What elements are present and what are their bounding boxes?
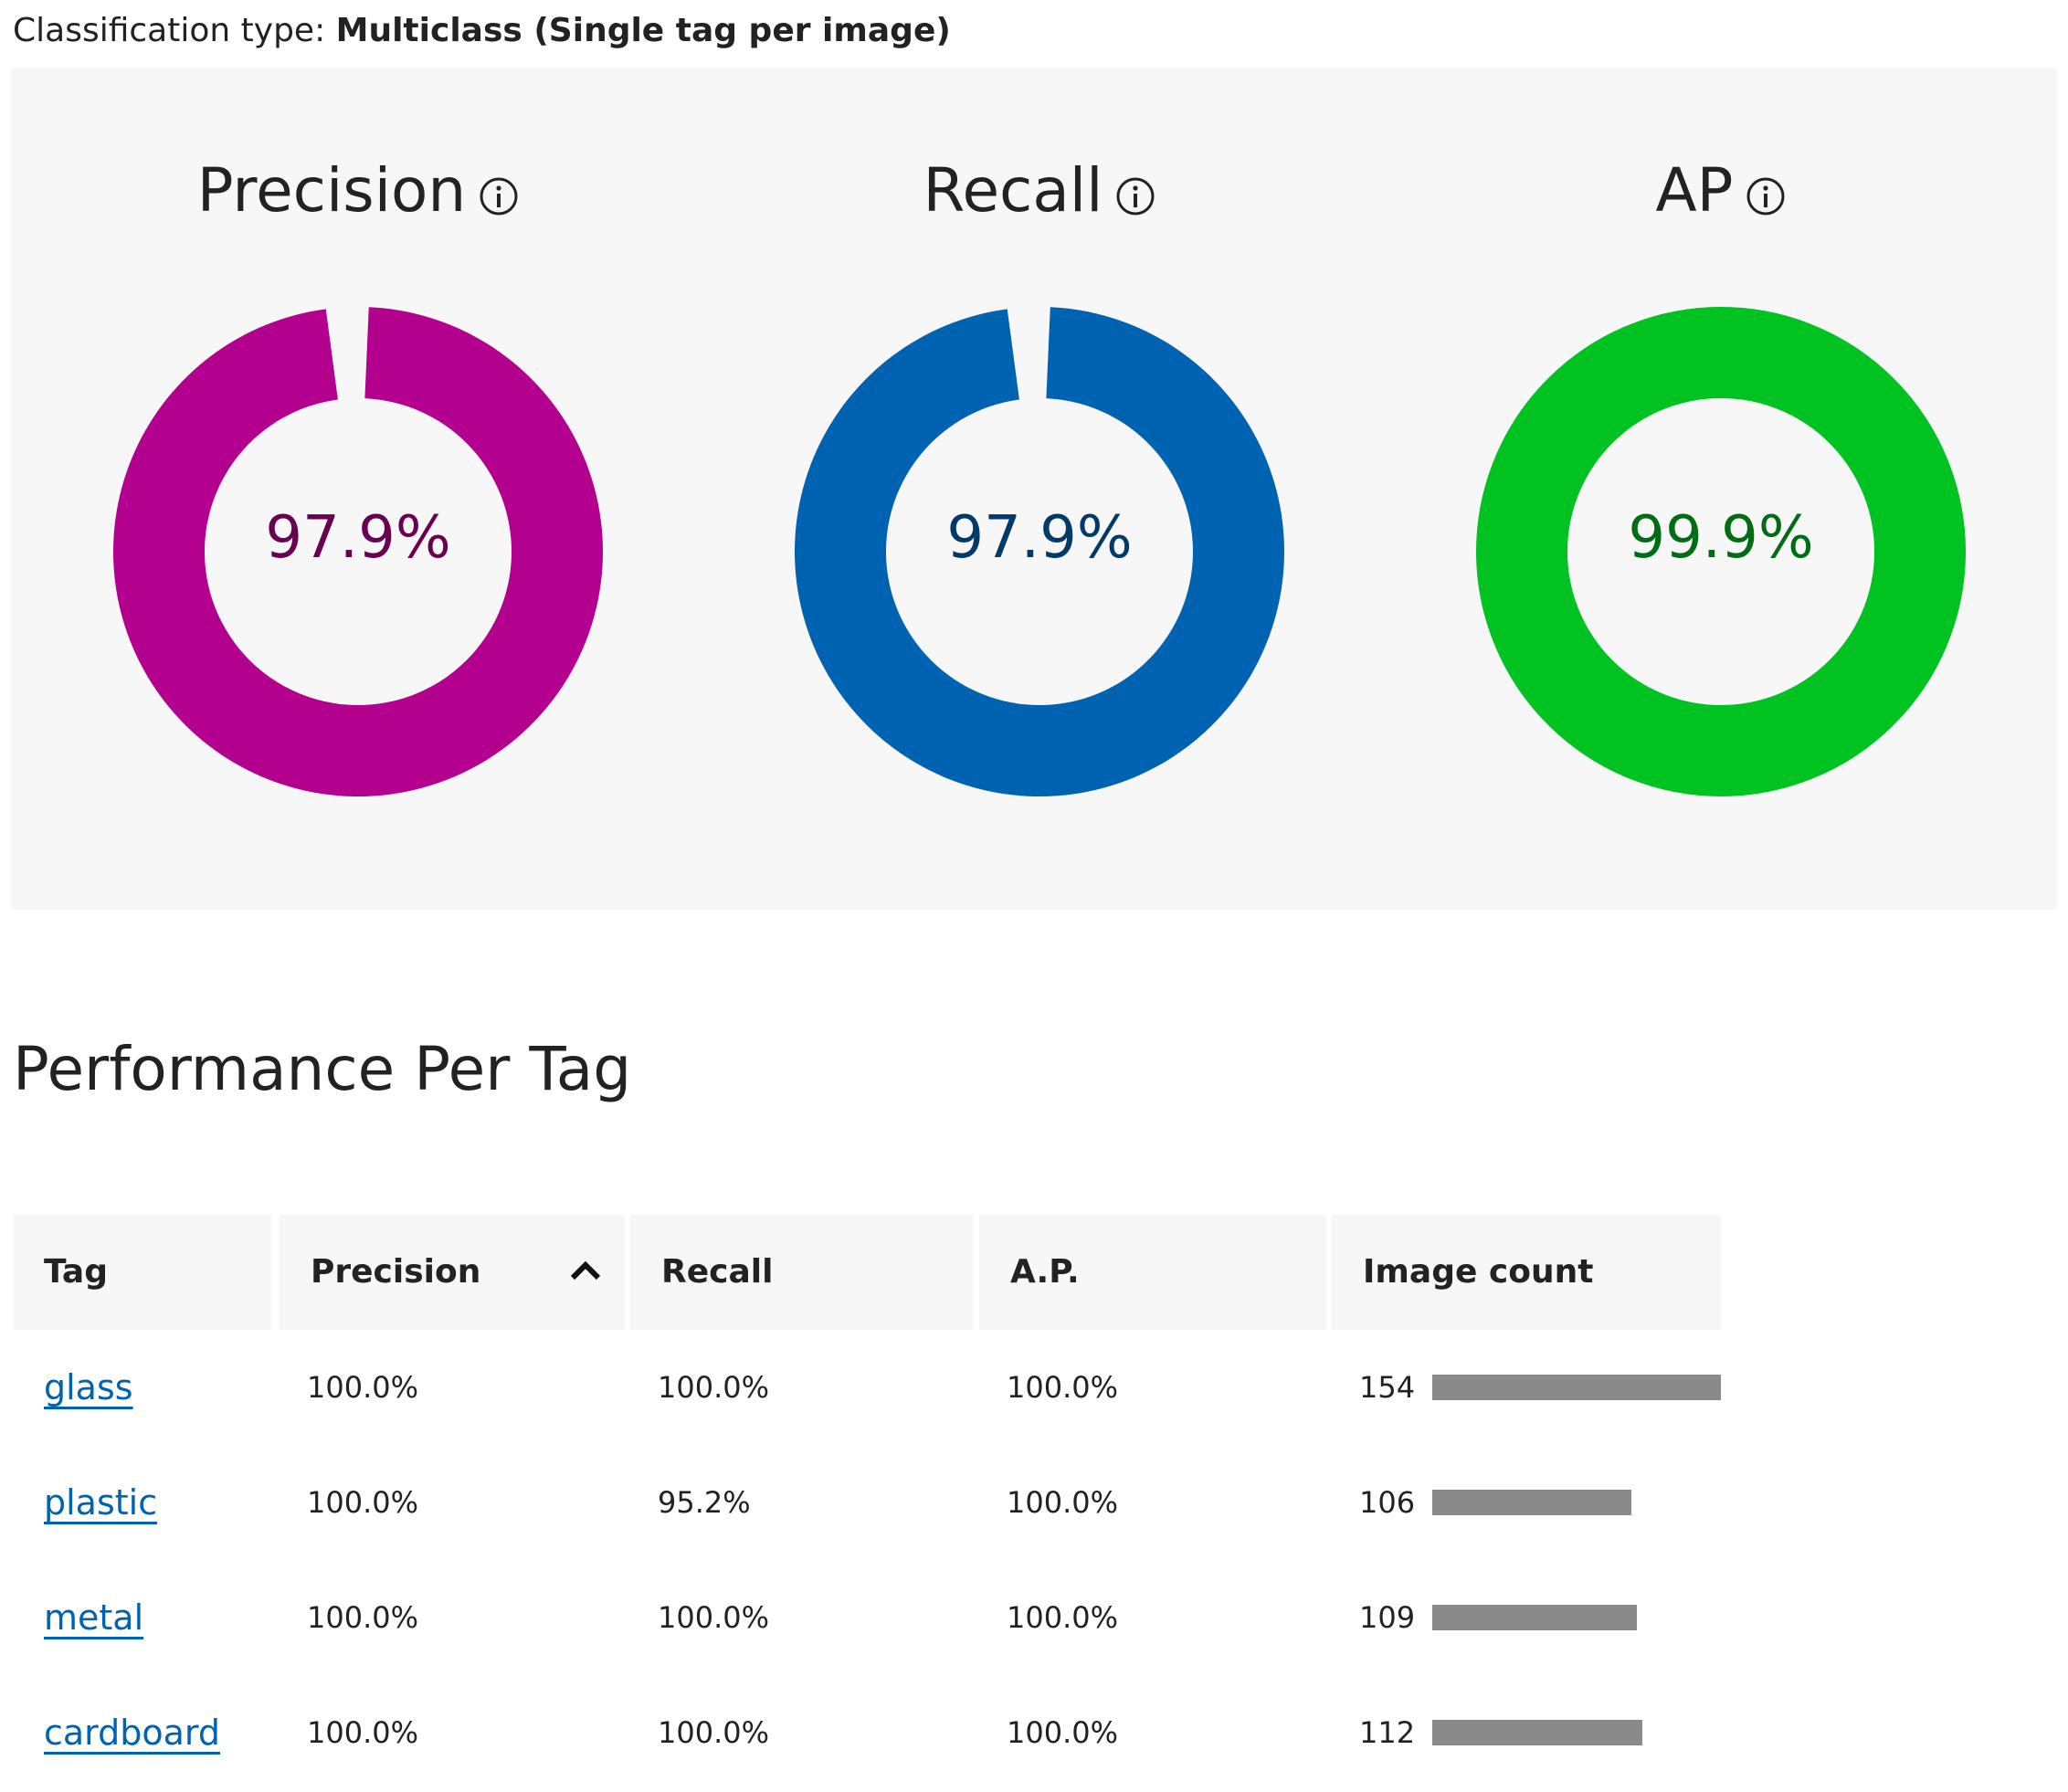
recall-cell: 95.2% — [658, 1485, 751, 1520]
precision-title: Precision — [102, 150, 614, 232]
tag-link-cardboard[interactable]: cardboard — [44, 1713, 220, 1753]
column-header-image-count-label: Image count — [1363, 1253, 1594, 1291]
image-count-value: 106 — [1359, 1485, 1416, 1520]
recall-cell: 100.0% — [658, 1600, 770, 1635]
ap-title: AP — [1465, 150, 1977, 232]
chevron-up-icon[interactable] — [570, 1260, 601, 1281]
ap-metric: AP 99.9% — [1465, 68, 1977, 910]
column-header-precision[interactable]: Precision — [280, 1215, 625, 1330]
recall-title: Recall — [784, 150, 1295, 232]
tag-cell: plastic — [44, 1445, 157, 1562]
recall-cell: 100.0% — [658, 1715, 770, 1750]
precision-value: 97.9% — [265, 504, 451, 572]
image-count-cell: 106 — [1359, 1445, 1631, 1560]
table-row: glass 100.0% 100.0% 100.0% 154 — [13, 1330, 1725, 1445]
info-icon[interactable] — [479, 176, 519, 216]
precision-cell: 100.0% — [307, 1715, 419, 1750]
column-header-tag-label: Tag — [44, 1253, 108, 1291]
donut-ring — [795, 307, 1284, 797]
recall-value: 97.9% — [946, 504, 1133, 572]
tag-cell: cardboard — [44, 1675, 220, 1792]
column-header-recall[interactable]: Recall — [630, 1215, 974, 1330]
donut-ring — [113, 307, 603, 797]
precision-donut — [113, 307, 603, 797]
table-row: cardboard 100.0% 100.0% 100.0% 112 — [13, 1675, 1725, 1790]
ap-cell: 100.0% — [1007, 1485, 1119, 1520]
info-icon[interactable] — [1746, 176, 1786, 216]
precision-metric: Precision 97.9% — [102, 68, 614, 910]
donut-ring — [1476, 307, 1966, 796]
recall-donut — [795, 307, 1284, 797]
image-count-bar — [1432, 1720, 1642, 1745]
classification-value: Multiclass (Single tag per image) — [335, 12, 951, 49]
recall-title-label: Recall — [923, 155, 1103, 226]
ap-cell: 100.0% — [1007, 1715, 1119, 1750]
ap-cell: 100.0% — [1007, 1370, 1119, 1405]
table-row: metal 100.0% 100.0% 100.0% 109 — [13, 1560, 1725, 1675]
precision-cell: 100.0% — [307, 1485, 419, 1520]
tag-link-metal[interactable]: metal — [44, 1597, 144, 1638]
image-count-value: 154 — [1359, 1370, 1416, 1405]
ap-cell: 100.0% — [1007, 1600, 1119, 1635]
precision-cell: 100.0% — [307, 1370, 419, 1405]
image-count-bar — [1432, 1490, 1631, 1515]
classification-label: Classification type: — [13, 12, 336, 49]
ap-value: 99.9% — [1628, 504, 1814, 572]
image-count-bar — [1432, 1605, 1637, 1630]
info-icon[interactable] — [1115, 176, 1155, 216]
recall-metric: Recall 97.9% — [784, 68, 1295, 910]
recall-cell: 100.0% — [658, 1370, 770, 1405]
image-count-cell: 109 — [1359, 1560, 1637, 1675]
column-header-precision-label: Precision — [311, 1253, 481, 1291]
table-row: plastic 100.0% 95.2% 100.0% 106 — [13, 1445, 1725, 1560]
image-count-value: 109 — [1359, 1600, 1416, 1635]
image-count-bar — [1432, 1375, 1721, 1400]
column-header-recall-label: Recall — [661, 1253, 774, 1291]
column-header-image-count[interactable]: Image count — [1332, 1215, 1721, 1330]
image-count-cell: 154 — [1359, 1330, 1721, 1445]
metrics-panel: Precision 97.9% Recall 97.9% AP 99.9% — [11, 68, 2057, 910]
precision-title-label: Precision — [196, 155, 467, 226]
tag-cell: metal — [44, 1560, 143, 1677]
tag-cell: glass — [44, 1330, 133, 1447]
precision-cell: 100.0% — [307, 1600, 419, 1635]
image-count-value: 112 — [1359, 1715, 1416, 1750]
section-title: Performance Per Tag — [13, 1034, 632, 1104]
column-header-ap-label: A.P. — [1010, 1253, 1080, 1291]
image-count-cell: 112 — [1359, 1675, 1642, 1790]
column-header-tag[interactable]: Tag — [13, 1215, 272, 1330]
classification-type: Classification type: Multiclass (Single … — [13, 7, 951, 55]
tag-link-plastic[interactable]: plastic — [44, 1482, 158, 1523]
ap-title-label: AP — [1655, 155, 1734, 226]
tag-link-glass[interactable]: glass — [44, 1367, 133, 1407]
ap-donut — [1476, 307, 1966, 796]
column-header-ap[interactable]: A.P. — [979, 1215, 1326, 1330]
